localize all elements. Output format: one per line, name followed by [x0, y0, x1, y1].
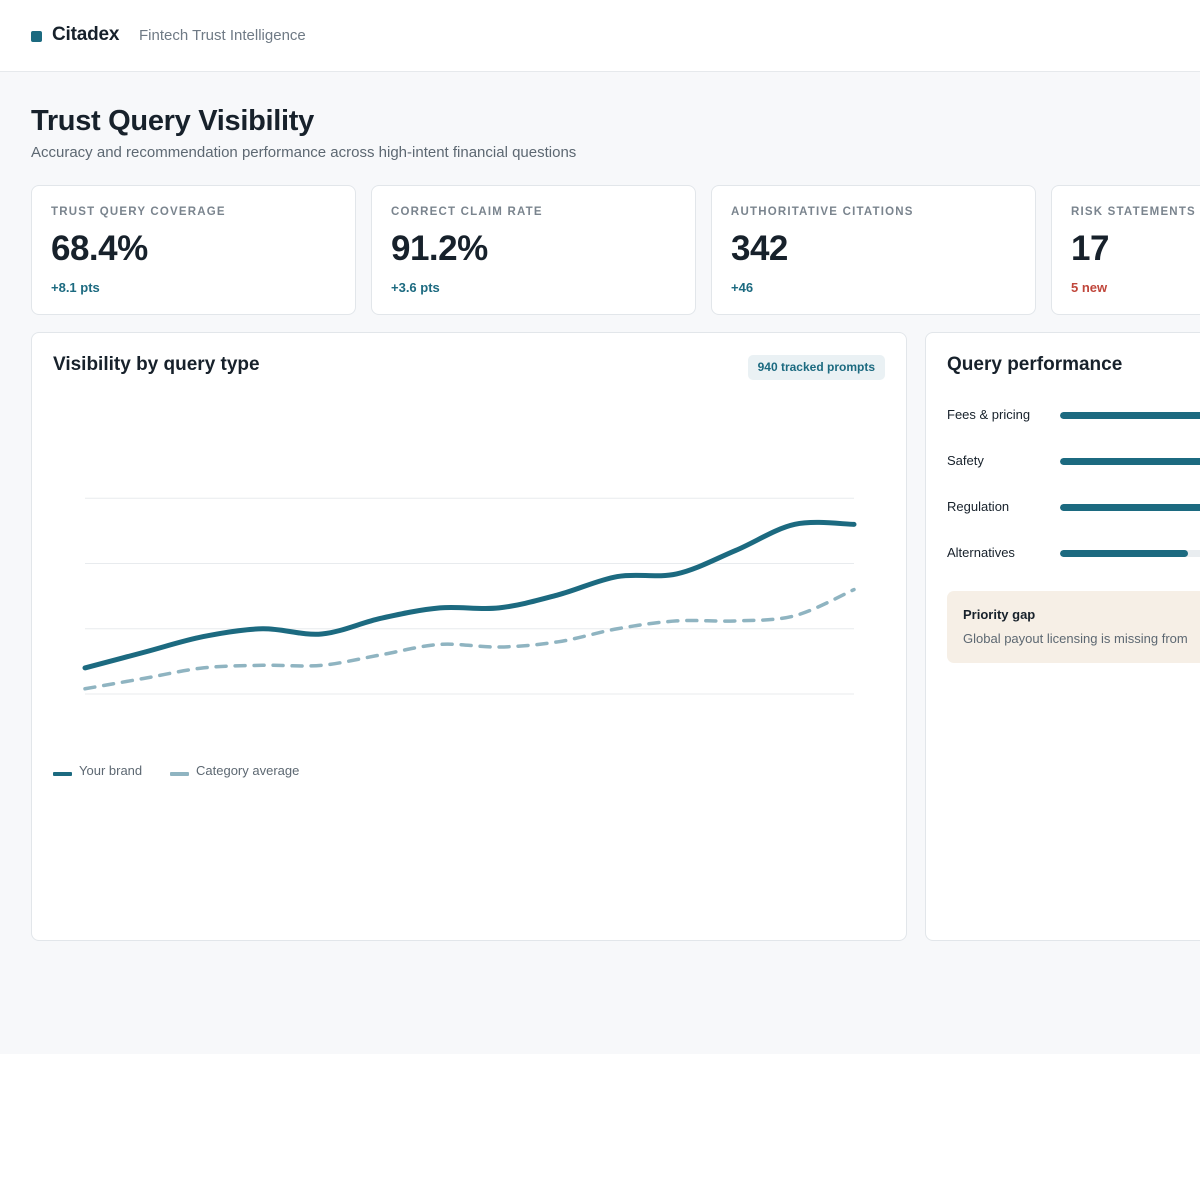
kpi-value: 342: [731, 229, 788, 268]
perf-label: Safety: [947, 453, 984, 468]
perf-bar-fill: [1060, 412, 1200, 419]
kpi-label: RISK STATEMENTS: [1071, 206, 1196, 218]
perf-bar-fill: [1060, 504, 1200, 511]
perf-row-fees-pricing[interactable]: Fees & pricing: [947, 407, 1200, 427]
perf-row-alternatives[interactable]: Alternatives: [947, 545, 1200, 565]
kpi-value: 91.2%: [391, 229, 488, 268]
logo-icon: [31, 31, 42, 42]
perf-label: Fees & pricing: [947, 407, 1031, 422]
priority-gap-callout[interactable]: Priority gap Global payout licensing is …: [947, 591, 1200, 663]
series-line-your-brand[interactable]: [82, 519, 857, 671]
dashboard-main: Trust Query Visibility Accuracy and reco…: [0, 72, 1200, 1054]
page-subtitle: Accuracy and recommendation performance …: [31, 144, 577, 161]
kpi-delta: +8.1 pts: [51, 280, 100, 295]
kpi-delta: +46: [731, 280, 754, 295]
perf-label: Regulation: [947, 499, 1010, 514]
legend-label: Your brand: [79, 763, 143, 778]
tracked-prompts-badge: 940 tracked prompts: [747, 355, 885, 380]
page-title: Trust Query Visibility: [31, 105, 314, 137]
perf-bar-track: [1060, 412, 1200, 419]
perf-row-regulation[interactable]: Regulation: [947, 499, 1200, 519]
kpi-delta: +3.6 pts: [391, 280, 440, 295]
kpi-label: CORRECT CLAIM RATE: [391, 206, 543, 218]
perf-bar-fill: [1060, 550, 1188, 557]
kpi-card-trust-query-coverage[interactable]: TRUST QUERY COVERAGE 68.4% +8.1 pts: [31, 185, 356, 315]
kpi-value: 17: [1071, 229, 1109, 268]
top-bar: Citadex Fintech Trust Intelligence: [0, 0, 1200, 72]
kpi-card-risk-statements[interactable]: RISK STATEMENTS 17 5 new: [1051, 185, 1200, 315]
priority-gap-text: Global payout licensing is missing from: [963, 631, 1188, 646]
kpi-card-authoritative-citations[interactable]: AUTHORITATIVE CITATIONS 342 +46: [711, 185, 1036, 315]
series-line-category-average[interactable]: [83, 587, 856, 691]
kpi-card-correct-claim-rate[interactable]: CORRECT CLAIM RATE 91.2% +3.6 pts: [371, 185, 696, 315]
kpi-delta: 5 new: [1071, 280, 1108, 295]
app-tagline: Fintech Trust Intelligence: [139, 27, 306, 44]
legend-swatch-dashed: [170, 772, 189, 776]
panel-title: Visibility by query type: [53, 354, 260, 375]
perf-bar-track: [1060, 504, 1200, 511]
perf-bar-fill: [1060, 458, 1200, 465]
visibility-chart-panel: Visibility by query type 940 tracked pro…: [31, 332, 907, 941]
perf-bar-track: [1060, 550, 1200, 557]
visibility-line-chart: [82, 497, 857, 695]
kpi-value: 68.4%: [51, 229, 148, 268]
perf-bar-track: [1060, 458, 1200, 465]
perf-row-safety[interactable]: Safety: [947, 453, 1200, 473]
kpi-label: TRUST QUERY COVERAGE: [51, 206, 226, 218]
panel-title: Query performance: [947, 354, 1123, 375]
legend-swatch-solid: [53, 772, 72, 776]
priority-gap-title: Priority gap: [963, 607, 1036, 622]
query-performance-panel: Query performance Fees & pricing Safety …: [925, 332, 1200, 941]
perf-label: Alternatives: [947, 545, 1015, 560]
legend-label: Category average: [196, 763, 300, 778]
app-name[interactable]: Citadex: [52, 24, 120, 45]
kpi-label: AUTHORITATIVE CITATIONS: [731, 206, 914, 218]
